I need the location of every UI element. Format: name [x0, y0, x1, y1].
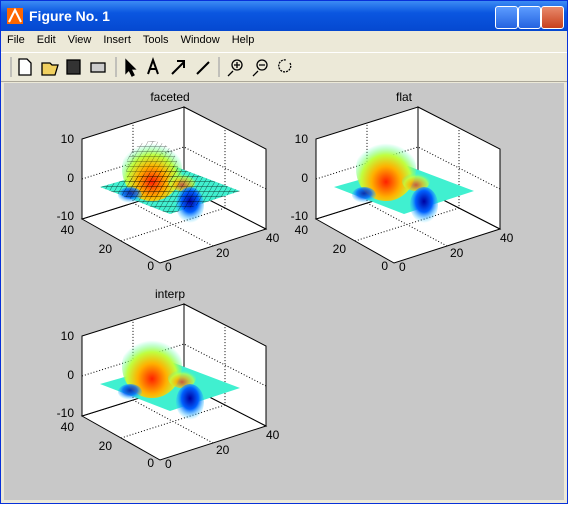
y-tick-label: 20: [99, 439, 113, 453]
maximize-button[interactable]: [518, 6, 541, 29]
z-tick-label: 0: [67, 171, 74, 185]
grid-line: [81, 343, 267, 387]
surface-dip: [118, 384, 142, 400]
surface-peak: [122, 334, 182, 398]
grid-line: [120, 128, 226, 242]
menu-bar: File Edit View Insert Tools Window Help: [1, 31, 567, 51]
x-tick-label: 40: [266, 428, 280, 442]
z-tick-label: -10: [57, 209, 75, 223]
app-icon: [7, 8, 23, 24]
surface-mesh: [126, 141, 178, 197]
grid-line: [315, 146, 501, 190]
minimize-button[interactable]: [495, 6, 518, 29]
open-icon[interactable]: [41, 62, 59, 76]
y-tick-label: 40: [61, 223, 75, 237]
menu-item[interactable]: Window: [180, 34, 220, 46]
save-icon[interactable]: [66, 59, 81, 75]
surface-dip: [352, 187, 376, 203]
z-tick-label: 10: [61, 329, 75, 343]
z-tick-label: 10: [295, 132, 309, 146]
axes-back-right: [417, 106, 501, 230]
y-tick-label: 0: [147, 259, 154, 273]
surface-dip: [176, 384, 204, 420]
surface-bump: [402, 171, 430, 191]
select-icon[interactable]: [125, 58, 137, 77]
zoom-out-icon[interactable]: [256, 59, 268, 71]
menu-item[interactable]: Edit: [36, 34, 56, 46]
x-tick-label: 20: [216, 443, 230, 457]
new-icon[interactable]: [18, 58, 32, 76]
close-button[interactable]: [541, 6, 564, 29]
z-tick-label: -10: [57, 406, 75, 420]
grid-line: [354, 128, 460, 242]
toolbar: [1, 52, 567, 82]
x-tick-label: 20: [216, 246, 230, 260]
print-icon[interactable]: [90, 62, 106, 73]
z-tick-label: -10: [291, 209, 309, 223]
rotate-icon[interactable]: [278, 59, 292, 73]
y-tick-label: 20: [99, 242, 113, 256]
y-tick-label: 0: [381, 259, 388, 273]
y-tick-label: 40: [295, 223, 309, 237]
grid-line: [81, 146, 267, 190]
plot-title: interp: [155, 287, 185, 301]
grid-line: [120, 325, 226, 439]
x-tick-label: 0: [399, 260, 406, 274]
arrow-icon[interactable]: [171, 60, 185, 75]
x-tick-label: 20: [450, 246, 464, 260]
figure-area: faceted 10 0 -10 40 20 0 0 20 40 flat 10 0 -10 40 20 0 0 2…: [4, 83, 564, 500]
text-icon[interactable]: [147, 57, 159, 75]
line-icon[interactable]: [196, 61, 210, 75]
y-tick-label: 40: [61, 420, 75, 434]
menu-item[interactable]: View: [67, 34, 92, 46]
x-tick-label: 40: [500, 231, 514, 245]
menu-item[interactable]: Help: [231, 34, 255, 46]
y-tick-label: 20: [333, 242, 347, 256]
zoom-in-icon[interactable]: [231, 59, 243, 71]
x-tick-label: 0: [165, 260, 172, 274]
z-tick-label: 10: [61, 132, 75, 146]
y-tick-label: 0: [147, 456, 154, 470]
surface-peak: [356, 137, 416, 201]
plot-title: faceted: [150, 90, 189, 104]
plot-title: flat: [396, 90, 413, 104]
axes-back-right: [183, 106, 267, 230]
menu-item[interactable]: Insert: [103, 34, 131, 46]
title-bar: Figure No. 1: [1, 1, 567, 31]
menu-item[interactable]: Tools: [142, 34, 169, 46]
x-tick-label: 0: [165, 457, 172, 471]
surface-bump: [168, 368, 196, 388]
z-tick-label: 0: [67, 368, 74, 382]
z-tick-label: 0: [301, 171, 308, 185]
axes-back-right: [183, 303, 267, 427]
menu-item[interactable]: File: [7, 34, 25, 46]
x-tick-label: 40: [266, 231, 280, 245]
window-title: Figure No. 1: [29, 8, 110, 24]
surface-dip: [410, 187, 438, 223]
toolbar-icons: [10, 57, 292, 77]
